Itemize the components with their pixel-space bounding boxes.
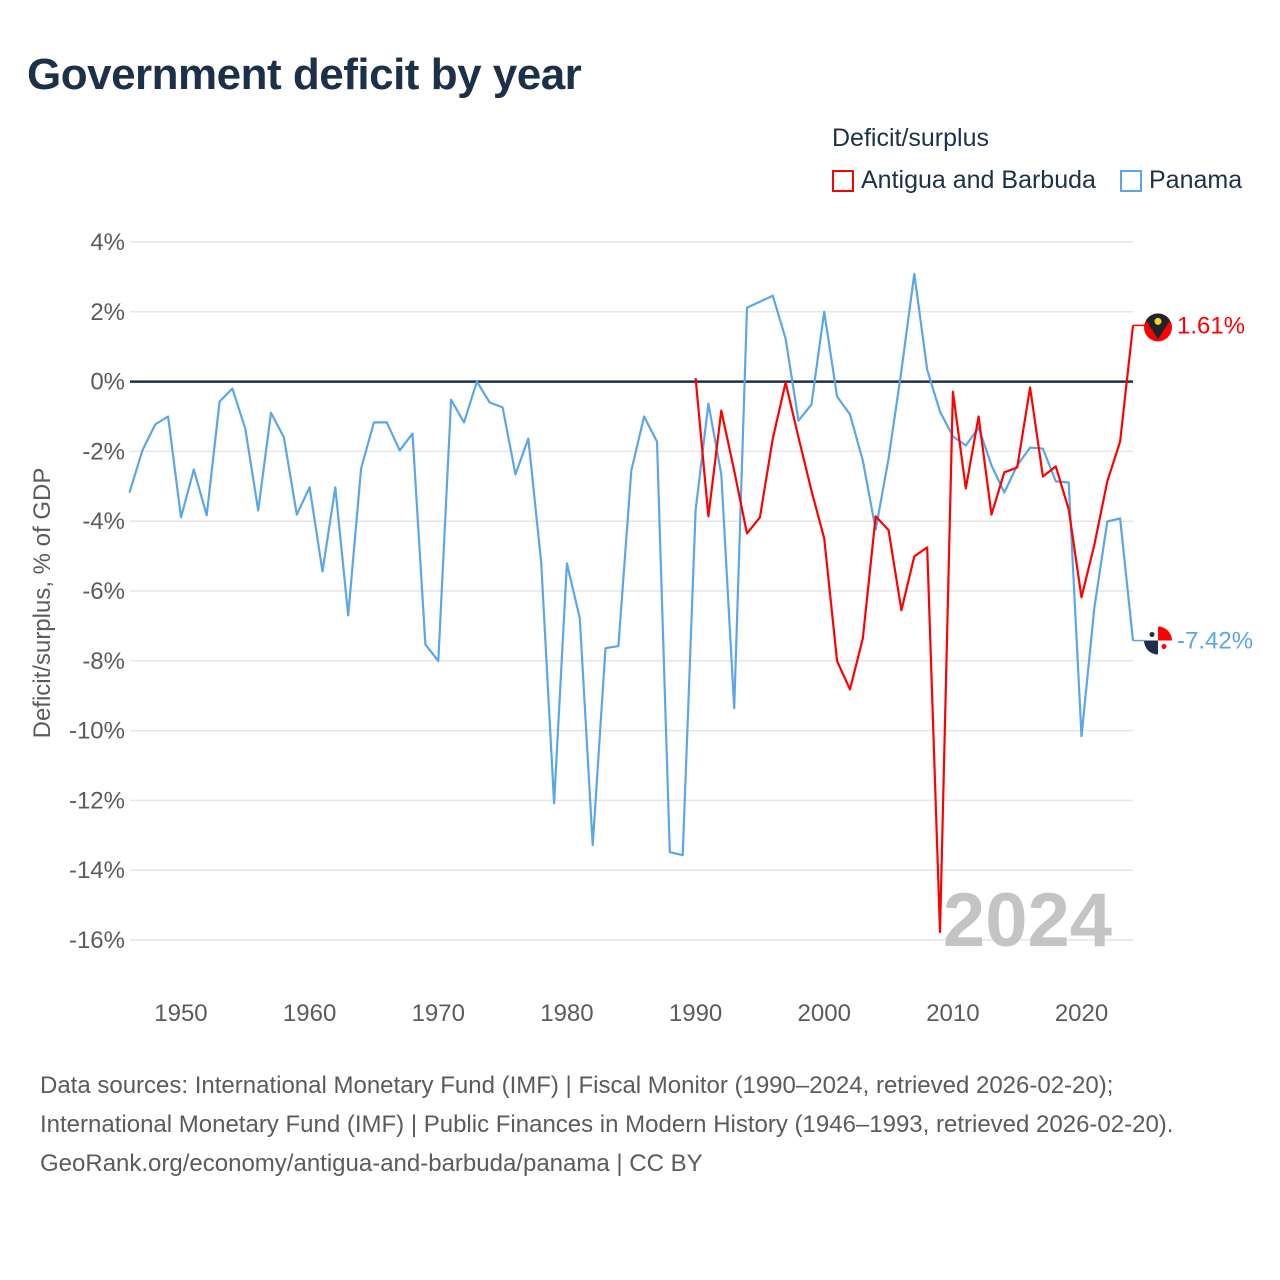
x-tick-label: 1950 [154,1000,207,1027]
series-line-panama[interactable] [128,272,1135,857]
legend-label-panama: Panama [1149,166,1243,194]
x-tick-label: 2010 [926,1000,979,1027]
x-tick-label: 1970 [412,1000,465,1027]
x-axis-ticks: 1950 1960 1970 1980 1990 2000 2010 2020 [154,1000,1108,1027]
y-tick-label: -12% [69,787,125,814]
year-watermark: 2024 [943,878,1112,963]
y-tick-label: 2% [90,299,125,326]
end-labels: -7.42% 1.61% [1133,312,1253,655]
y-axis-label: Deficit/surplus, % of GDP [29,468,56,739]
series-line-antigua-and-barbuda[interactable] [694,325,1135,934]
flag-icon-antigua-and-barbuda [1144,313,1172,342]
x-tick-label: 2000 [798,1000,851,1027]
y-tick-label: -16% [69,927,125,954]
x-tick-label: 1980 [540,1000,593,1027]
legend-item-antigua[interactable]: Antigua and Barbuda [832,166,1096,195]
line-chart: 4%2%0%-2%-4%-6%-8%-10%-12%-14%-16% 1950 1… [29,229,1253,1027]
legend-swatch-antigua [832,169,854,192]
x-tick-label: 2020 [1055,1000,1108,1027]
end-value-label-panama: -7.42% [1177,628,1253,655]
flag-icon-panama [1144,626,1172,655]
legend-item-panama[interactable]: Panama [1120,166,1242,195]
x-tick-label: 1960 [283,1000,336,1027]
y-tick-label: -10% [69,718,125,745]
legend-title: Deficit/surplus [832,124,989,152]
legend-label-antigua: Antigua and Barbuda [861,166,1096,194]
attribution-link[interactable]: GeoRank.org/economy/antigua-and-barbuda/… [40,1150,703,1177]
series-lines [128,272,1135,934]
y-tick-label: 4% [90,229,125,256]
end-value-label-antigua-and-barbuda: 1.61% [1177,312,1245,339]
legend-swatch-panama [1120,169,1142,192]
y-tick-label: -2% [82,438,125,465]
grid-lines [130,241,1133,941]
y-tick-label: -14% [69,857,125,884]
y-tick-label: -8% [82,648,125,675]
y-tick-label: 0% [90,369,125,396]
y-axis-ticks: 4% 2% 0% -2% -4% -6% -8% -10% -12% -14% -16% [69,229,125,954]
y-tick-label: -6% [82,578,125,605]
chart-title: Government deficit by year [27,50,582,99]
x-tick-label: 1990 [669,1000,722,1027]
sources-footer: Data sources: International Monetary Fun… [40,1066,1240,1183]
data-sources-text: Data sources: International Monetary Fun… [40,1072,1174,1138]
y-tick-label: -4% [82,508,125,535]
